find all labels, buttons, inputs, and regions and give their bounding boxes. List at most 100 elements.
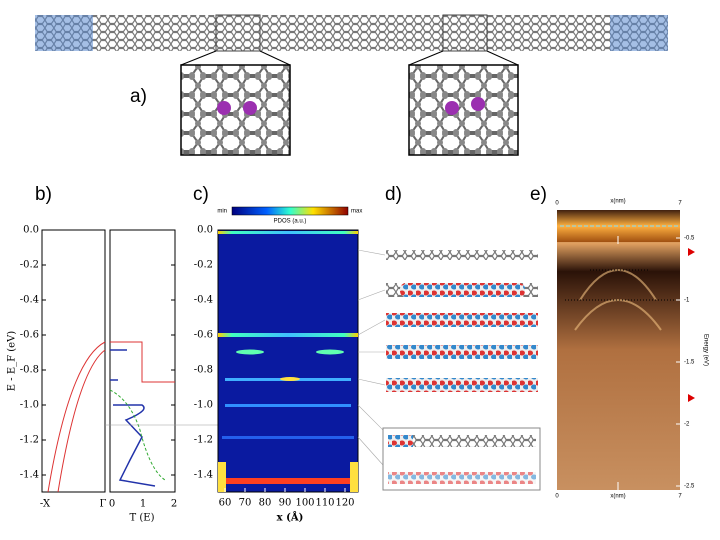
x-tick-label: 2 <box>171 499 177 510</box>
orbital <box>386 250 538 260</box>
electrode <box>35 15 93 51</box>
panel-label: b) <box>35 184 52 205</box>
zoom-box <box>442 14 488 52</box>
panel-label: d) <box>385 184 402 205</box>
atom <box>471 97 485 111</box>
x-tick-label: 110 <box>315 498 334 509</box>
bottom-axis-label: x(nm) <box>610 494 625 500</box>
y-tick-label: -0.2 <box>20 260 39 271</box>
y-tick-label: 0.0 <box>23 225 39 236</box>
zoom-box <box>215 14 261 52</box>
y-tick-label: -0.6 <box>194 330 213 341</box>
colorbar <box>231 206 349 216</box>
sts-map <box>557 210 680 490</box>
orbital <box>400 283 525 297</box>
atom <box>243 101 257 115</box>
band-axes <box>41 229 106 493</box>
right-tick-label: -2.5 <box>684 484 695 490</box>
ribbon <box>35 15 668 51</box>
dotted-line <box>565 269 675 301</box>
y-tick-label: -0.4 <box>194 295 213 306</box>
atom <box>445 101 459 115</box>
y-tick-label: -0.8 <box>20 365 39 376</box>
x-tick-label: Γ <box>100 499 107 510</box>
panel-label: c) <box>193 184 209 205</box>
connector <box>357 249 386 466</box>
panel-b: b) E - E_F (eV) T (E) 0.0 -0.2 -0.4 -0.6 -0.… <box>7 184 218 524</box>
x-tick-label: 100 <box>295 498 314 509</box>
heat-band <box>218 333 358 337</box>
right-tick-label: -2 <box>684 422 690 428</box>
y-tick-label: -1.2 <box>194 435 213 446</box>
colorbar-title: PDOS (a.u.) <box>274 219 307 225</box>
bottom-tick: 7 <box>678 494 682 500</box>
transmission-dashed <box>109 389 166 481</box>
transmission-axes <box>109 229 176 493</box>
top-tick: 7 <box>678 201 682 207</box>
y-tick-label: -0.6 <box>20 330 39 341</box>
atom <box>217 101 231 115</box>
heat-band <box>225 404 351 407</box>
y-tick-label: -0.8 <box>194 365 213 376</box>
orbital-ribbon <box>388 435 536 447</box>
transmission-curve <box>110 349 156 487</box>
y-tick-label: -1.4 <box>194 470 213 481</box>
y-tick-label: -0.4 <box>20 295 39 306</box>
x-tick-label: 0 <box>109 499 115 510</box>
right-axis-label: Energy (eV) <box>702 334 708 366</box>
right-tick-label: -1 <box>684 298 690 304</box>
x-tick-label: 1 <box>140 499 146 510</box>
y-tick-label: -1.0 <box>194 400 213 411</box>
group-box <box>382 427 541 491</box>
x-tick-label: 60 <box>219 498 232 509</box>
panel-label: e) <box>530 184 547 205</box>
y-tick-label: -1.2 <box>20 435 39 446</box>
top-axis-label: x(nm) <box>610 199 625 205</box>
y-axis-label: E - E_F (eV) <box>7 331 18 391</box>
arrow <box>688 248 695 402</box>
colorbar-max: max <box>351 209 362 215</box>
inset <box>408 64 519 156</box>
panel-c: c) min max PDOS (a.u.) x (Å) 0.0 -0.2 -0.4… <box>193 184 386 524</box>
heatmap <box>217 229 359 493</box>
heat-band <box>222 436 354 439</box>
electrode <box>610 15 668 51</box>
orbital <box>388 435 413 447</box>
x-tick-label: -X <box>40 499 51 510</box>
y-tick-label: -1.0 <box>20 400 39 411</box>
bottom-tick: 0 <box>555 494 559 500</box>
x-tick-label: 70 <box>239 498 252 509</box>
panel-a: a) <box>35 14 668 156</box>
colorbar-min: min <box>217 209 227 215</box>
panel-d: d) <box>382 184 541 491</box>
orbital <box>386 345 538 359</box>
y-tick-label: 0.0 <box>197 225 213 236</box>
panel-e: e) x(nm) 0 7 x(nm) 0 7 Energy (eV) -0.5 -… <box>530 184 708 500</box>
zoom-lines <box>180 50 519 66</box>
right-tick-label: -1.5 <box>684 360 695 366</box>
heat-band <box>218 478 358 484</box>
transmission-clean <box>110 341 175 383</box>
y-tick-label: -1.4 <box>20 470 39 481</box>
heat-blob <box>280 377 300 381</box>
heat-edge <box>218 462 226 492</box>
heat-blob <box>316 349 344 355</box>
heat-edge <box>350 462 358 492</box>
heat-blob <box>236 349 264 355</box>
orbital <box>386 378 538 392</box>
x-axis-label: T (E) <box>130 513 155 524</box>
heat-band <box>218 231 358 234</box>
inset <box>180 64 291 156</box>
x-tick-label: 90 <box>279 498 292 509</box>
band-curve <box>47 341 106 493</box>
x-tick-label: 120 <box>335 498 354 509</box>
y-tick-label: -0.2 <box>194 260 213 271</box>
top-tick: 0 <box>555 201 559 207</box>
x-tick-label: 80 <box>259 498 272 509</box>
orbital <box>386 313 538 327</box>
panel-label: a) <box>130 86 147 107</box>
orbital <box>388 472 536 484</box>
x-axis-label: x (Å) <box>277 512 304 524</box>
